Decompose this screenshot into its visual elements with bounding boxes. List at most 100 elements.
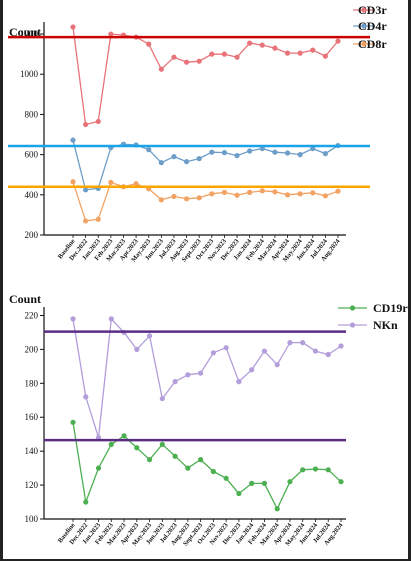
chart-2-series-nkn-point [338, 343, 344, 349]
chart-2-y-tick-label: 220 [25, 310, 39, 320]
chart-2-series-nkn-point [210, 350, 216, 356]
chart-1-series-cd4r-point [234, 153, 240, 159]
chart-1-series-cd8r-point [70, 179, 76, 185]
chart-1-series-cd4r-point [83, 187, 89, 193]
chart-1-series-cd3r-line [72, 26, 339, 126]
chart-1-series-cd3r-point [234, 54, 240, 60]
chart-2-series-cd19r-point [274, 506, 280, 512]
chart-1-series-cd8r-line [72, 181, 339, 222]
chart-1-series-cd3r-point [83, 121, 89, 128]
chart-2-series-cd19r-point [159, 441, 165, 447]
chart-2-legend-cd19r-swatch-point [349, 305, 356, 311]
chart-1-series-cd8r-point [95, 216, 101, 222]
chart-2-legend-nkn-swatch-point [349, 322, 356, 328]
chart-2-y-axis-label: Count [9, 292, 41, 306]
chart-2-series-nkn-point [185, 372, 191, 378]
chart-2-series-cd19r-point [146, 457, 153, 463]
chart-1-legend-cd3r-swatch-point [361, 7, 367, 13]
chart-1-series-cd4r-point [247, 148, 253, 154]
chart-1-series-cd8r-point [247, 189, 253, 195]
chart-2-series-nkn-point [83, 394, 89, 400]
chart-1-y-axis-label: Count [9, 25, 41, 39]
chart-2-series-cd19r-point [210, 468, 216, 475]
chart-2-y-tick-label: 100 [25, 514, 39, 524]
chart-1-series-cd4r-point [272, 149, 278, 155]
chart-1-series-cd8r-point [272, 189, 278, 195]
chart-1-series-cd3r-point [335, 38, 341, 44]
chart-1-legend-cd3r-label: CD3r [358, 3, 387, 17]
chart-1-y-tick-label: 600 [25, 150, 39, 160]
chart-2-series-nkn-point [198, 370, 204, 376]
chart-2-series-cd19r-point [185, 465, 191, 471]
chart-1-series-cd3r-point [108, 31, 114, 37]
chart-1-series-cd3r-point [196, 58, 202, 64]
chart-1-series-cd8r-point [310, 190, 316, 196]
chart-1-series-cd8r-point [83, 218, 89, 224]
chart-1-series-cd8r-point [259, 188, 265, 194]
chart-1-y-tick-label: 200 [25, 230, 39, 240]
chart-1-series-cd4r-point [221, 150, 228, 156]
chart-2-series-cd19r-point [121, 433, 127, 439]
chart-1-series-cd3r-point [310, 47, 316, 53]
chart-1-series-cd3r-point [297, 50, 303, 56]
chart-1-series-cd8r-point [108, 179, 114, 185]
chart-2-series-nkn-point [159, 395, 165, 402]
chart-1-series-cd3r-point [146, 41, 152, 47]
chart-1-series-cd8r-point [297, 191, 303, 197]
chart-1-series-cd8r-point [171, 193, 177, 200]
chart-2-y-tick-label: 200 [25, 344, 39, 354]
chart-2-y-tick-label: 120 [25, 480, 39, 490]
chart-1-series-cd8r-point [133, 181, 139, 187]
chart-2-series-nkn-point [134, 346, 140, 352]
chart-2-y-tick-label: 180 [25, 378, 39, 388]
chart-2-series-cd19r-point [83, 499, 89, 505]
chart-1-series-cd4r-point [196, 156, 202, 162]
chart-1-series-cd8r-point [284, 192, 291, 198]
chart-1-series-cd4r-point [259, 145, 265, 152]
chart-2-series-cd19r-point [338, 479, 344, 485]
chart-1-series-cd3r-point [171, 54, 177, 60]
chart-2-series-cd19r-point [300, 467, 306, 473]
chart-1-series-cd4r-point [171, 154, 177, 160]
chart-2-series-nkn-point [274, 362, 280, 368]
chart-1-series-cd4r-point [284, 150, 291, 156]
chart-1-series-cd8r-point [158, 197, 164, 203]
chart-1-series-cd3r-point [158, 66, 164, 72]
chart-2-series-cd19r-point [261, 480, 268, 486]
chart-2-series-cd19r-line [72, 422, 342, 511]
chart-1-series-cd3r-point [95, 118, 101, 125]
chart-1-legend-cd8r-label: CD8r [358, 37, 387, 51]
chart-1-series-cd8r-point [196, 195, 202, 201]
chart-2-series-cd19r-point [108, 441, 114, 447]
chart-1-series-cd4r-point [146, 146, 152, 153]
chart-1-legend-cd4r-label: CD4r [358, 19, 387, 33]
chart-1-series-cd3r-point [284, 50, 291, 56]
chart-1-series-cd3r-point [221, 51, 228, 57]
chart-1-series-cd3r-point [322, 53, 328, 59]
chart-1-series-cd8r-point [335, 188, 341, 194]
chart-1-series-cd8r-point [322, 193, 328, 199]
chart-1-y-tick-label: 1200 [20, 29, 39, 39]
chart-2-series-nkn-line [72, 317, 342, 438]
chart-1-series-cd8r-point [183, 196, 190, 202]
chart-1-legend-cd4r-swatch-point [361, 23, 367, 29]
chart-1-legend-cd8r-swatch-point [361, 41, 367, 47]
chart-1-series-cd8r-point [234, 192, 240, 198]
chart-2-series-nkn-point [70, 316, 76, 322]
chart-2-series-nkn-point [223, 345, 229, 351]
chart-1-series-cd4r-point [322, 151, 328, 157]
chart-1-series-cd3r-point [70, 24, 76, 30]
chart-2-series-nkn-point [325, 351, 331, 358]
chart-2-y-tick-label: 160 [25, 412, 39, 422]
chart-1-series-cd3r-point [183, 59, 190, 65]
chart-2-series-nkn-point [249, 367, 255, 373]
chart-2-series-cd19r-point [134, 445, 140, 451]
chart-2-series-cd19r-point [70, 419, 76, 425]
chart-2-series-nkn-point [146, 333, 153, 339]
chart-1-series-cd4r-point [158, 160, 164, 166]
chart-2-series-cd19r-point [249, 480, 255, 486]
chart-1-y-tick-label: 400 [25, 190, 39, 200]
chart-2-series-cd19r-point [312, 466, 319, 472]
